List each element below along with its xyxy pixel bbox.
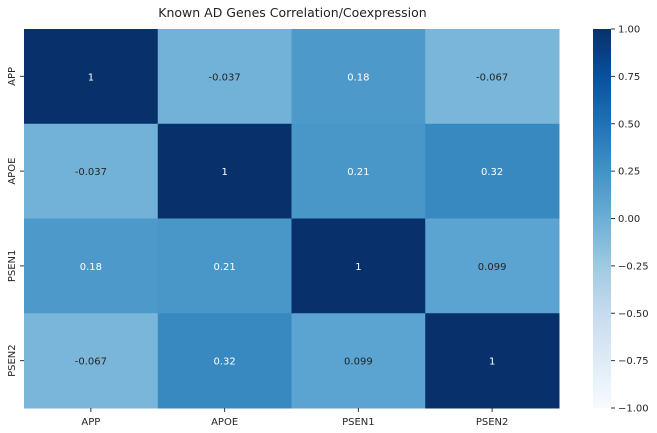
cell-value-label: 1 xyxy=(489,357,495,368)
cell-value-label: 1 xyxy=(221,167,227,178)
heatmap-cells: 1 -0.037 0.18 -0.067 -0.037 1 0.21 0.32 0.18 0.21… xyxy=(24,29,560,409)
colorbar-tick-label: −0.50 xyxy=(618,309,649,320)
cell-value-label: 0.21 xyxy=(347,167,369,178)
heatmap-cell xyxy=(291,29,426,125)
cell-value-label: 1 xyxy=(88,72,94,83)
colorbar-tick-label: −1.00 xyxy=(618,404,649,415)
cell-value-label: -0.037 xyxy=(75,167,107,178)
heatmap-cell xyxy=(291,123,426,219)
cell-value-label: 0.18 xyxy=(347,72,369,83)
heatmap-cell xyxy=(24,218,159,314)
heatmap-cell xyxy=(425,29,560,125)
y-tick-label: APOE xyxy=(7,158,18,185)
colorbar-tick-label: −0.75 xyxy=(618,356,649,367)
heatmap-cell xyxy=(425,313,560,409)
cell-value-label: -0.037 xyxy=(209,72,241,83)
colorbar: 1.00 0.75 0.50 0.25 0.00 −0.25 −0.50 −0.75 −1.00 xyxy=(593,25,649,415)
x-tick-label: PSEN1 xyxy=(342,417,375,428)
heatmap-cell xyxy=(291,218,426,314)
colorbar-tick-label: 0.00 xyxy=(618,214,640,225)
heatmap-cell xyxy=(24,313,159,409)
cell-value-label: 0.32 xyxy=(481,167,503,178)
chart-title: Known AD Genes Correlation/Coexpression xyxy=(158,5,427,20)
heatmap-cell xyxy=(157,218,292,314)
cell-value-label: 1 xyxy=(355,262,361,273)
heatmap-cell xyxy=(291,313,426,409)
heatmap-cell xyxy=(425,123,560,219)
x-tick-label: APOE xyxy=(211,417,238,428)
cell-value-label: -0.067 xyxy=(75,357,107,368)
heatmap-cell xyxy=(157,29,292,125)
x-axis: APP APOE PSEN1 PSEN2 xyxy=(81,408,508,428)
colorbar-tick-label: 0.75 xyxy=(618,72,640,83)
heatmap-cell xyxy=(24,29,159,125)
cell-value-label: 0.18 xyxy=(80,262,102,273)
y-tick-label: PSEN1 xyxy=(7,250,18,283)
x-tick-label: APP xyxy=(81,417,100,428)
cell-value-label: 0.099 xyxy=(344,357,373,368)
colorbar-tick-label: 0.50 xyxy=(618,119,640,130)
y-axis: APP APOE PSEN1 PSEN2 xyxy=(7,67,24,377)
colorbar-gradient xyxy=(593,29,611,408)
colorbar-tick-label: 0.25 xyxy=(618,167,640,178)
heatmap-cell xyxy=(157,123,292,219)
heatmap-cell xyxy=(157,313,292,409)
cell-value-label: 0.32 xyxy=(213,357,235,368)
heatmap-cell xyxy=(24,123,159,219)
heatmap-cell xyxy=(425,218,560,314)
cell-value-label: 0.21 xyxy=(213,262,235,273)
cell-value-label: 0.099 xyxy=(478,262,507,273)
y-tick-label: PSEN2 xyxy=(7,344,18,377)
colorbar-tick-label: −0.25 xyxy=(618,261,649,272)
colorbar-tick-label: 1.00 xyxy=(618,25,640,36)
y-tick-label: APP xyxy=(7,67,18,86)
cell-value-label: -0.067 xyxy=(476,72,508,83)
x-tick-label: PSEN2 xyxy=(476,417,509,428)
